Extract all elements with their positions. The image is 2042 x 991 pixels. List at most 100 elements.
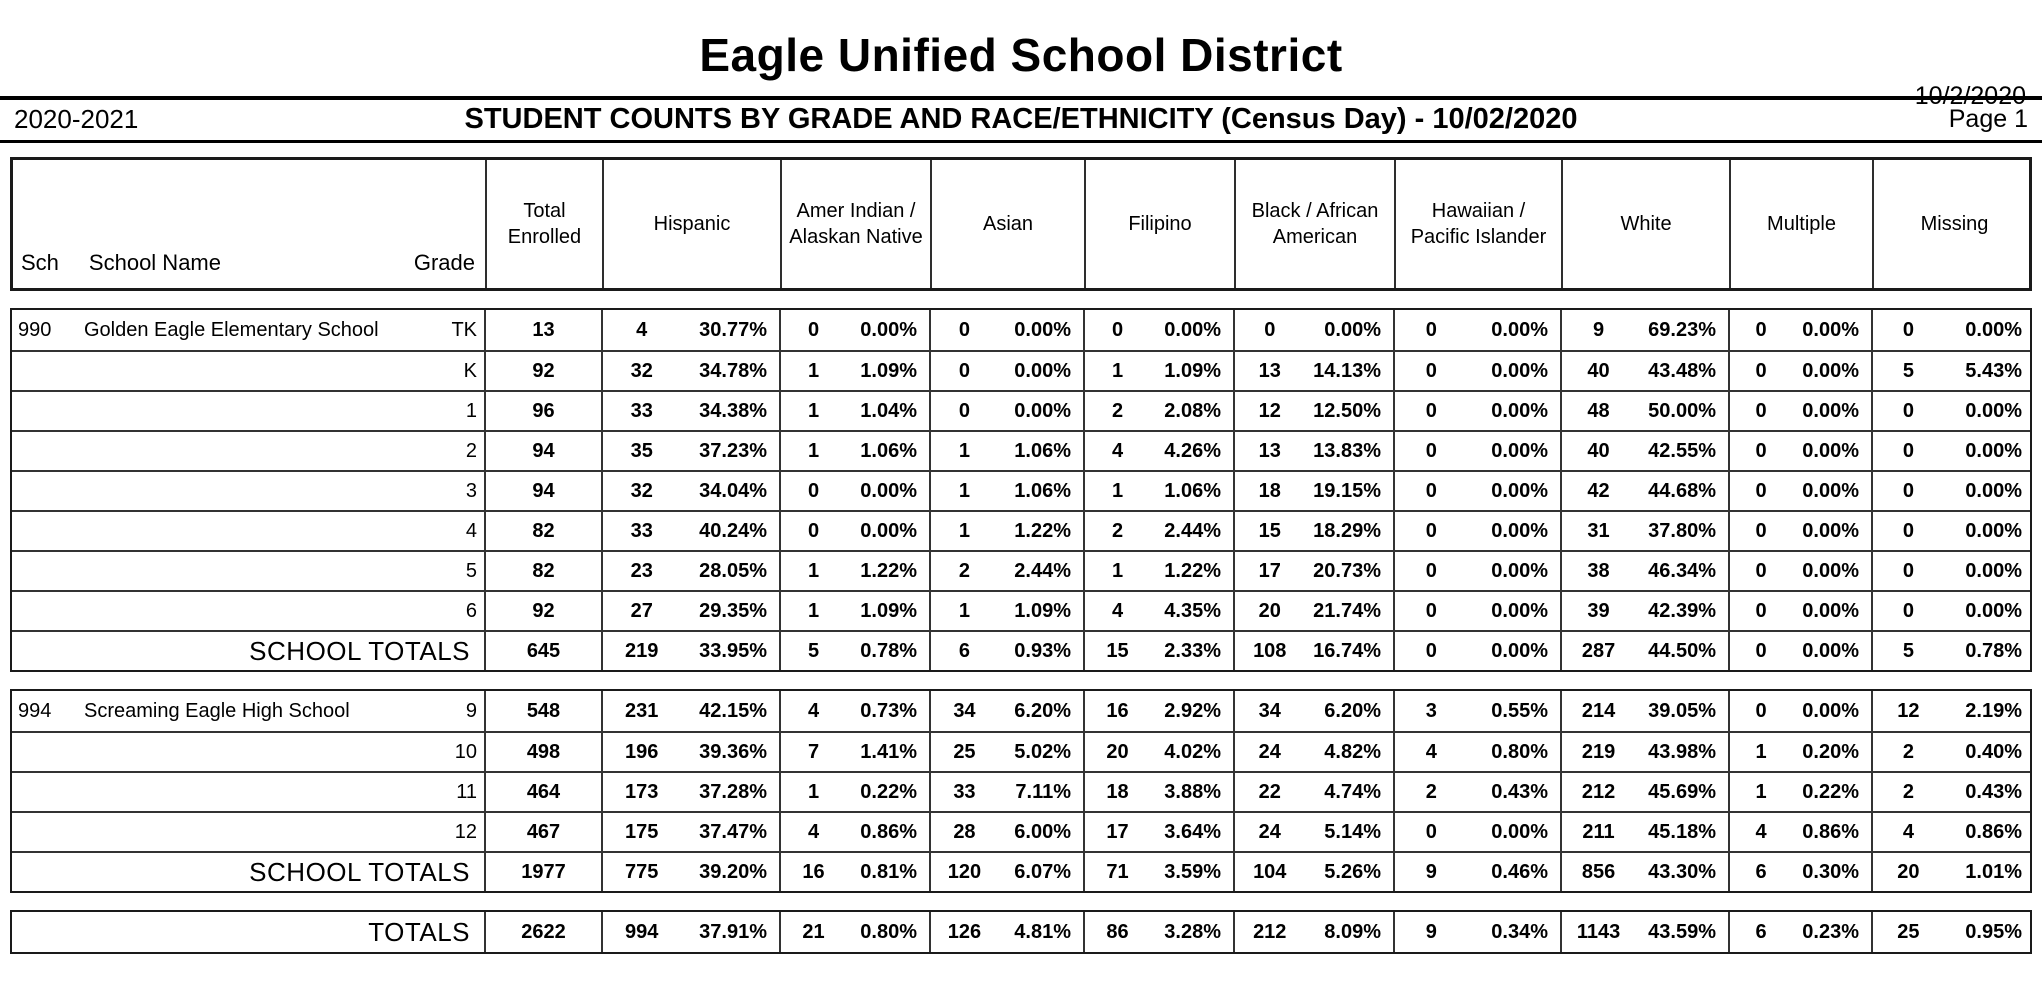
- school-totals-row: SCHOOL TOTALS 645 219 33.95% 5 0.78% 6 0.93% 15 2…: [12, 630, 2030, 670]
- count-value: 6: [1755, 920, 1767, 943]
- percent-value: 0.00%: [1965, 399, 2022, 422]
- percent-value: 43.48%: [1648, 359, 1716, 382]
- race-count-cell: 12 2.19%: [1871, 691, 2034, 731]
- percent-value: 45.18%: [1648, 820, 1716, 843]
- percent-value: 3.88%: [1164, 780, 1221, 803]
- percent-value: 0.73%: [860, 699, 917, 722]
- percent-value: 46.34%: [1648, 559, 1716, 582]
- count-value: 1: [807, 439, 820, 462]
- race-count-cell: 1 0.22%: [1728, 773, 1871, 811]
- race-count-cell: 231 42.15%: [601, 691, 779, 731]
- count-value: 2: [1902, 780, 1914, 803]
- race-count-cell: 0 0.00%: [1871, 512, 2034, 550]
- race-count-cell: 86 3.28%: [1083, 912, 1233, 952]
- header-grade: Grade: [413, 250, 475, 276]
- percent-value: 1.04%: [860, 399, 917, 422]
- race-count-cell: 1 1.22%: [779, 552, 929, 590]
- count-value: 6: [958, 639, 970, 662]
- percent-value: 34.78%: [699, 359, 767, 382]
- count-value: 20: [1897, 860, 1920, 883]
- count-value: 33: [953, 780, 976, 803]
- race-count-cell: 2 2.44%: [929, 552, 1083, 590]
- race-count-cell: 13 14.13%: [1233, 352, 1393, 390]
- count-value: 1: [958, 599, 970, 622]
- race-count-cell: 0 0.00%: [1393, 432, 1560, 470]
- total-enrolled-cell: 645: [484, 632, 601, 670]
- race-count-cell: 0 0.00%: [1728, 691, 1871, 731]
- count-value: 5: [1902, 359, 1914, 382]
- race-count-cell: 2 0.43%: [1393, 773, 1560, 811]
- percent-value: 0.00%: [1324, 318, 1381, 341]
- race-count-cell: 0 0.00%: [929, 352, 1083, 390]
- school-code: 990: [18, 318, 52, 341]
- count-value: 173: [625, 780, 659, 803]
- count-value: 0: [1902, 439, 1914, 462]
- count-value: 12: [1258, 399, 1281, 422]
- percent-value: 0.80%: [1491, 740, 1548, 763]
- percent-value: 69.23%: [1648, 318, 1716, 341]
- name-grade-cell: 2: [12, 432, 484, 470]
- race-count-cell: 0 0.00%: [1083, 310, 1233, 350]
- percent-value: 0.43%: [1965, 780, 2022, 803]
- name-grade-cell: 990 Golden Eagle Elementary School TK: [12, 310, 484, 350]
- percent-value: 0.00%: [1164, 318, 1221, 341]
- school-code: 994: [18, 699, 52, 722]
- percent-value: 44.68%: [1648, 479, 1716, 502]
- race-count-cell: 0 0.00%: [1728, 310, 1871, 350]
- header-race-hawaiian: Hawaiian / Pacific Islander: [1394, 160, 1561, 288]
- school-year: 2020-2021: [14, 103, 139, 134]
- count-value: 1: [1755, 780, 1767, 803]
- percent-value: 5.02%: [1014, 740, 1071, 763]
- total-enrolled-cell: 464: [484, 773, 601, 811]
- percent-value: 0.23%: [1802, 920, 1859, 943]
- percent-value: 34.38%: [699, 399, 767, 422]
- race-count-cell: 17 3.64%: [1083, 813, 1233, 851]
- percent-value: 43.98%: [1648, 740, 1716, 763]
- count-value: 0: [1902, 318, 1914, 341]
- percent-value: 42.15%: [699, 699, 767, 722]
- race-count-cell: 4 4.26%: [1083, 432, 1233, 470]
- race-count-cell: 0 0.00%: [1393, 632, 1560, 670]
- count-value: 1: [1111, 479, 1124, 502]
- header-race-black: Black / African American: [1234, 160, 1394, 288]
- count-value: 0: [1902, 559, 1914, 582]
- count-value: 0: [807, 479, 820, 502]
- race-count-cell: 16 0.81%: [779, 853, 929, 891]
- race-count-cell: 6 0.93%: [929, 632, 1083, 670]
- percent-value: 37.91%: [699, 920, 767, 943]
- percent-value: 0.34%: [1491, 920, 1548, 943]
- race-count-cell: 0 0.00%: [779, 310, 929, 350]
- total-enrolled-cell: 13: [484, 310, 601, 350]
- percent-value: 0.00%: [1491, 399, 1548, 422]
- count-value: 856: [1581, 860, 1616, 883]
- grade-value: 5: [465, 559, 477, 582]
- count-value: 4: [1902, 820, 1914, 843]
- race-count-cell: 0 0.00%: [1728, 392, 1871, 430]
- race-count-cell: 0 0.00%: [1233, 310, 1393, 350]
- race-count-cell: 0 0.00%: [1871, 392, 2034, 430]
- percent-value: 0.43%: [1491, 780, 1548, 803]
- percent-value: 0.00%: [1491, 519, 1548, 542]
- count-value: 15: [1106, 639, 1129, 662]
- percent-value: 37.23%: [699, 439, 767, 462]
- race-count-cell: 27 29.35%: [601, 592, 779, 630]
- race-count-cell: 6 0.23%: [1728, 912, 1871, 952]
- count-value: 212: [1253, 920, 1287, 943]
- total-enrolled-cell: 2622: [484, 912, 601, 952]
- percent-value: 3.28%: [1164, 920, 1221, 943]
- percent-value: 0.22%: [860, 780, 917, 803]
- percent-value: 3.59%: [1164, 860, 1221, 883]
- count-value: 0: [958, 399, 970, 422]
- race-count-cell: 5 0.78%: [1871, 632, 2034, 670]
- percent-value: 0.46%: [1491, 860, 1548, 883]
- header-school-name: School Name: [88, 250, 221, 276]
- student-counts-table: Sch School Name Grade Total Enrolled His…: [10, 157, 2032, 954]
- count-value: 4: [1425, 740, 1437, 763]
- percent-value: 0.00%: [860, 318, 917, 341]
- percent-value: 0.30%: [1802, 860, 1859, 883]
- percent-value: 6.20%: [1324, 699, 1381, 722]
- race-count-cell: 5 5.43%: [1871, 352, 2034, 390]
- count-value: 4: [1111, 439, 1124, 462]
- table-row: 4 82 33 40.24% 0 0.00% 1 1.22% 2 2.44% 15 18.29% 0 0.…: [12, 510, 2030, 550]
- count-value: 287: [1581, 639, 1616, 662]
